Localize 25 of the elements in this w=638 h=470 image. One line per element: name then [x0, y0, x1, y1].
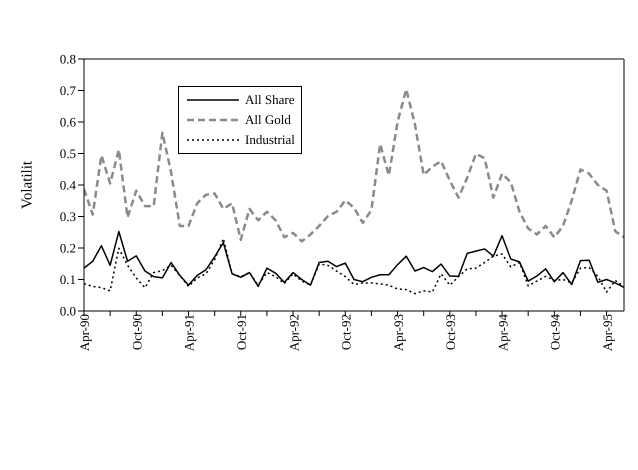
x-tick-label: Oct-92	[338, 314, 354, 350]
y-tick-label: 0.1	[60, 272, 76, 288]
x-tick-label: Oct-91	[234, 314, 250, 350]
x-tick-label: Oct-90	[129, 314, 144, 350]
x-tick-label: Apr-93	[390, 314, 406, 352]
line-series	[84, 88, 624, 243]
y-tick-label: 0.7	[60, 83, 76, 98]
x-tick-label: Apr-95	[600, 314, 615, 352]
legend-label: All Share	[245, 92, 294, 108]
y-tick-label: 0.6	[60, 114, 76, 130]
y-tick-label: 0.8	[60, 52, 76, 67]
y-tick-label: 0.5	[60, 146, 76, 162]
y-tick-label: 0.2	[60, 240, 76, 256]
y-tick-label: 0.3	[60, 209, 76, 224]
y-axis-title: Volatilit	[19, 160, 36, 210]
x-tick-label: Apr-92	[286, 314, 302, 352]
x-tick-label: Apr-90	[77, 314, 92, 352]
x-tick-label: Apr-91	[182, 314, 197, 352]
y-tick-label: 0.4	[60, 178, 76, 193]
x-tick-label: Oct-93	[443, 314, 458, 350]
x-tick-label: Oct-94	[548, 314, 563, 350]
x-tick-label: Apr-94	[495, 314, 510, 352]
legend-label: Industrial	[245, 132, 295, 148]
legend-label: All Gold	[245, 112, 291, 128]
y-tick-label: 0.0	[60, 304, 76, 319]
